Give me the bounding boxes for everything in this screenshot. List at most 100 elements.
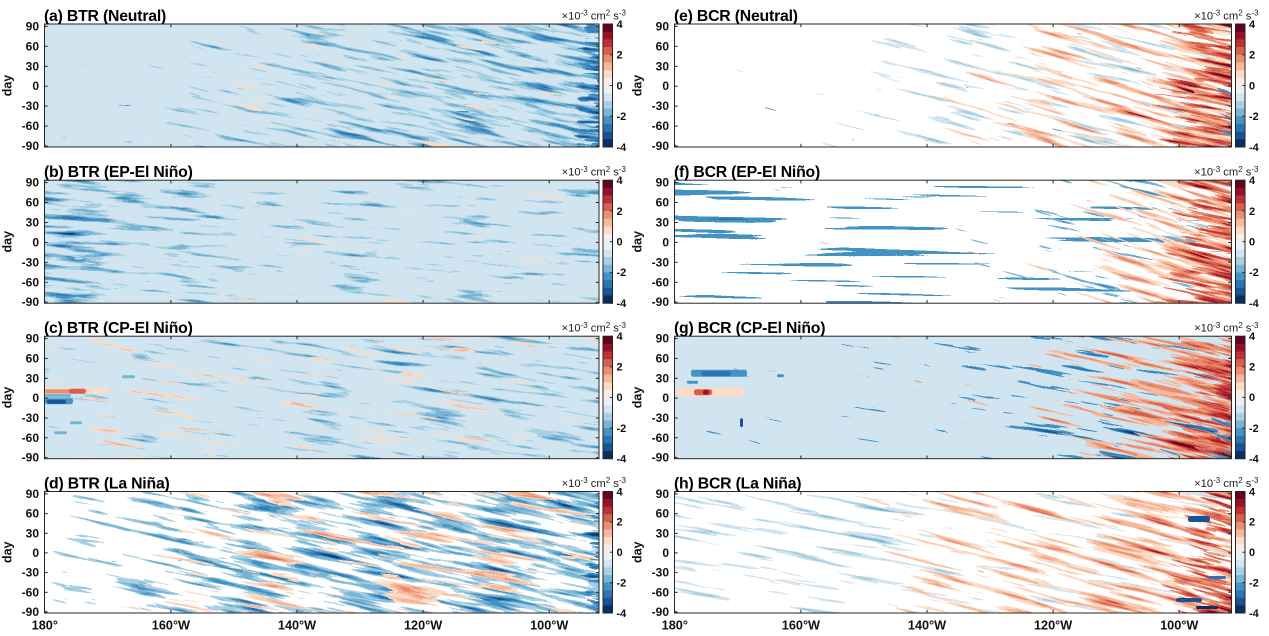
svg-text:140°W: 140°W [278, 619, 316, 633]
svg-text:×10-3 cm2 s-3: ×10-3 cm2 s-3 [1194, 165, 1259, 179]
svg-text:140°W: 140°W [908, 619, 946, 633]
svg-text:180°: 180° [32, 619, 58, 633]
svg-text:-90: -90 [652, 139, 670, 153]
svg-text:2: 2 [617, 362, 623, 374]
svg-text:0: 0 [662, 235, 669, 249]
svg-text:(e) BCR (Neutral): (e) BCR (Neutral) [674, 8, 798, 25]
svg-text:(g) BCR (CP-El Niño): (g) BCR (CP-El Niño) [674, 320, 825, 337]
svg-text:-30: -30 [22, 99, 40, 113]
svg-text:60: 60 [656, 196, 670, 210]
svg-text:-60: -60 [22, 119, 40, 133]
svg-text:4: 4 [617, 175, 624, 187]
svg-text:160°W: 160°W [152, 619, 190, 633]
svg-text:0: 0 [32, 235, 39, 249]
svg-text:100°W: 100°W [1160, 619, 1198, 633]
svg-text:-4: -4 [617, 142, 628, 154]
svg-text:-60: -60 [652, 119, 670, 133]
svg-text:90: 90 [656, 487, 670, 501]
svg-text:4: 4 [1249, 331, 1256, 343]
svg-text:0: 0 [617, 547, 623, 559]
svg-text:-2: -2 [617, 423, 627, 435]
svg-text:4: 4 [617, 486, 624, 498]
svg-text:0: 0 [1249, 547, 1255, 559]
svg-text:-60: -60 [652, 585, 670, 599]
svg-text:60: 60 [26, 196, 40, 210]
svg-text:-30: -30 [652, 411, 670, 425]
svg-text:-90: -90 [22, 605, 40, 619]
svg-text:30: 30 [26, 371, 40, 385]
svg-text:-90: -90 [22, 295, 40, 309]
svg-text:90: 90 [656, 19, 670, 33]
svg-text:×10-3 cm2 s-3: ×10-3 cm2 s-3 [562, 476, 627, 490]
svg-text:-60: -60 [22, 275, 40, 289]
svg-text:0: 0 [662, 391, 669, 405]
svg-text:30: 30 [656, 59, 670, 73]
svg-text:2: 2 [617, 206, 623, 218]
svg-text:(h) BCR (La Niña): (h) BCR (La Niña) [674, 475, 801, 492]
svg-text:×10-3 cm2 s-3: ×10-3 cm2 s-3 [1194, 321, 1259, 335]
svg-text:2: 2 [1249, 362, 1255, 374]
svg-text:2: 2 [1249, 206, 1255, 218]
svg-text:0: 0 [32, 391, 39, 405]
svg-text:-2: -2 [617, 267, 627, 279]
svg-text:day: day [631, 387, 645, 409]
svg-text:-30: -30 [22, 566, 40, 580]
svg-text:0: 0 [617, 80, 623, 92]
svg-text:2: 2 [617, 50, 623, 62]
svg-text:0: 0 [32, 546, 39, 560]
svg-text:0: 0 [1249, 237, 1255, 249]
svg-text:120°W: 120°W [1034, 619, 1072, 633]
svg-text:×10-3 cm2 s-3: ×10-3 cm2 s-3 [562, 321, 627, 335]
svg-text:60: 60 [656, 39, 670, 53]
svg-text:day: day [1, 231, 15, 253]
svg-text:0: 0 [32, 79, 39, 93]
svg-text:90: 90 [26, 19, 40, 33]
svg-text:90: 90 [26, 176, 40, 190]
svg-text:30: 30 [656, 526, 670, 540]
svg-text:-4: -4 [1249, 454, 1260, 466]
svg-text:-4: -4 [1249, 142, 1260, 154]
svg-text:4: 4 [617, 331, 624, 343]
svg-text:-30: -30 [652, 566, 670, 580]
svg-text:×10-3 cm2 s-3: ×10-3 cm2 s-3 [1194, 9, 1259, 23]
svg-text:60: 60 [26, 351, 40, 365]
svg-text:-4: -4 [617, 608, 628, 620]
svg-text:60: 60 [656, 351, 670, 365]
svg-text:(b) BTR (EP-El Niño): (b) BTR (EP-El Niño) [44, 164, 193, 181]
svg-text:-30: -30 [22, 411, 40, 425]
svg-text:4: 4 [1249, 486, 1256, 498]
svg-text:-90: -90 [652, 605, 670, 619]
svg-text:30: 30 [656, 371, 670, 385]
svg-text:0: 0 [617, 237, 623, 249]
svg-text:-2: -2 [1249, 111, 1259, 123]
svg-text:160°W: 160°W [782, 619, 820, 633]
svg-text:-2: -2 [617, 111, 627, 123]
svg-text:day: day [1, 75, 15, 97]
svg-text:0: 0 [1249, 392, 1255, 404]
svg-text:×10-3 cm2 s-3: ×10-3 cm2 s-3 [562, 165, 627, 179]
svg-text:100°W: 100°W [530, 619, 568, 633]
svg-text:90: 90 [656, 176, 670, 190]
svg-text:90: 90 [656, 332, 670, 346]
svg-text:0: 0 [662, 546, 669, 560]
svg-text:2: 2 [1249, 517, 1255, 529]
svg-text:day: day [1, 387, 15, 409]
svg-text:-60: -60 [652, 275, 670, 289]
svg-text:2: 2 [1249, 50, 1255, 62]
svg-text:-4: -4 [1249, 608, 1260, 620]
svg-text:4: 4 [617, 19, 624, 31]
svg-text:-4: -4 [617, 454, 628, 466]
svg-text:-4: -4 [617, 298, 628, 310]
svg-text:-90: -90 [652, 451, 670, 465]
svg-text:day: day [631, 75, 645, 97]
svg-text:4: 4 [1249, 175, 1256, 187]
svg-text:120°W: 120°W [404, 619, 442, 633]
svg-text:-90: -90 [22, 451, 40, 465]
svg-text:-30: -30 [652, 99, 670, 113]
svg-text:30: 30 [656, 216, 670, 230]
svg-text:90: 90 [26, 332, 40, 346]
svg-text:-2: -2 [1249, 267, 1259, 279]
svg-text:×10-3 cm2 s-3: ×10-3 cm2 s-3 [562, 9, 627, 23]
svg-text:(f) BCR (EP-El Niño): (f) BCR (EP-El Niño) [674, 164, 820, 181]
svg-text:30: 30 [26, 59, 40, 73]
